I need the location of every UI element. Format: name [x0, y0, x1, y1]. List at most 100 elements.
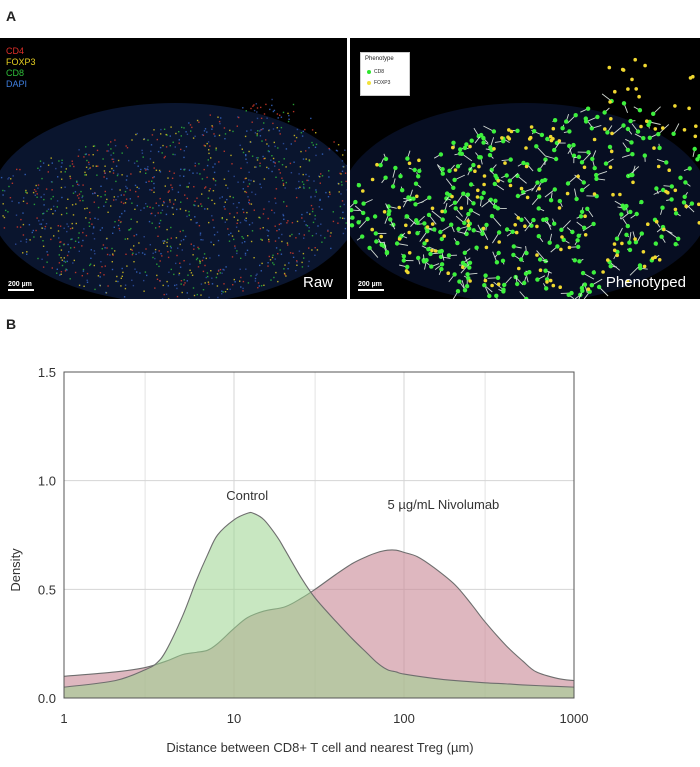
- cd8-cell-marker: [481, 140, 486, 145]
- raw-cell-speck: [11, 200, 13, 202]
- raw-cell-speck: [218, 134, 221, 137]
- raw-cell-speck: [93, 250, 96, 252]
- raw-cell-speck: [42, 213, 44, 215]
- raw-cell-speck: [178, 131, 180, 133]
- raw-cell-speck: [25, 191, 27, 193]
- raw-cell-speck: [211, 277, 213, 279]
- raw-cell-speck: [259, 130, 261, 132]
- cd8-cell-marker: [664, 160, 669, 165]
- cd8-cell-marker: [440, 167, 445, 172]
- raw-cell-speck: [229, 195, 231, 198]
- raw-cell-speck: [200, 203, 202, 205]
- raw-cell-speck: [227, 170, 230, 172]
- raw-cell-speck: [140, 168, 142, 171]
- raw-cell-speck: [157, 150, 160, 153]
- raw-cell-speck: [129, 229, 131, 231]
- raw-cell-speck: [50, 181, 53, 183]
- raw-cell-speck: [60, 257, 62, 259]
- raw-cell-speck: [163, 242, 165, 244]
- raw-cell-speck: [303, 183, 305, 186]
- raw-cell-speck: [287, 244, 289, 246]
- cd8-cell-marker: [654, 186, 659, 191]
- raw-cell-speck: [342, 154, 344, 156]
- raw-cell-speck: [207, 141, 210, 143]
- raw-cell-speck: [126, 147, 129, 149]
- raw-cell-speck: [321, 241, 323, 243]
- raw-cell-speck: [111, 158, 113, 160]
- raw-cell-speck: [31, 231, 33, 234]
- raw-cell-speck: [212, 166, 214, 168]
- foxp3-cell-marker: [653, 127, 658, 131]
- foxp3-cell-marker: [433, 249, 438, 253]
- raw-cell-speck: [301, 135, 304, 137]
- cd8-cell-marker: [657, 145, 662, 151]
- raw-cell-speck: [270, 159, 272, 161]
- raw-cell-speck: [302, 158, 305, 160]
- raw-cell-speck: [256, 117, 259, 120]
- foxp3-cell-marker: [583, 214, 587, 218]
- cd8-cell-marker: [614, 236, 620, 241]
- raw-cell-speck: [251, 155, 254, 157]
- foxp3-cell-marker: [651, 256, 655, 261]
- raw-cell-speck: [92, 192, 94, 195]
- cd8-cell-marker: [624, 232, 629, 237]
- cd8-cell-marker: [583, 119, 589, 124]
- raw-cell-speck: [257, 282, 260, 284]
- cd8-cell-marker: [642, 153, 647, 158]
- raw-cell-speck: [253, 104, 255, 106]
- raw-cell-speck: [24, 173, 26, 176]
- x-tick-label: 100: [393, 711, 415, 726]
- raw-cell-speck: [35, 184, 37, 187]
- raw-cell-speck: [263, 284, 265, 286]
- raw-cell-speck: [283, 218, 285, 220]
- raw-cell-speck: [296, 220, 299, 223]
- raw-cell-speck: [254, 277, 257, 280]
- raw-cell-speck: [56, 200, 59, 202]
- raw-cell-speck: [200, 283, 203, 285]
- raw-cell-speck: [50, 198, 52, 200]
- raw-cell-speck: [61, 178, 63, 180]
- raw-cell-speck: [42, 266, 45, 268]
- raw-cell-speck: [241, 148, 243, 150]
- raw-cell-speck: [157, 212, 159, 214]
- raw-cell-speck: [110, 154, 112, 156]
- raw-cell-speck: [104, 165, 106, 167]
- raw-cell-speck: [180, 148, 182, 151]
- raw-cell-speck: [259, 162, 261, 164]
- foxp3-cell-marker: [620, 241, 624, 246]
- foxp3-cell-marker: [545, 280, 549, 284]
- foxp3-cell-marker: [497, 240, 501, 244]
- raw-cell-speck: [96, 174, 98, 176]
- raw-cell-speck: [119, 189, 121, 191]
- raw-cell-speck: [60, 241, 62, 243]
- raw-cell-speck: [138, 242, 140, 244]
- raw-cell-speck: [272, 128, 275, 130]
- cd8-cell-marker: [425, 229, 430, 234]
- raw-cell-speck: [218, 254, 220, 257]
- cd8-cell-marker: [589, 283, 594, 288]
- raw-cell-speck: [248, 171, 250, 173]
- raw-cell-speck: [185, 209, 187, 212]
- raw-cell-speck: [104, 265, 106, 267]
- cd8-cell-marker: [405, 156, 410, 161]
- raw-cell-speck: [296, 264, 298, 266]
- raw-cell-speck: [163, 202, 165, 204]
- raw-cell-speck: [201, 193, 203, 195]
- foxp3-cell-marker: [528, 135, 533, 140]
- raw-cell-speck: [185, 146, 188, 148]
- raw-cell-speck: [89, 264, 91, 267]
- raw-cell-speck: [92, 154, 94, 156]
- raw-cell-speck: [211, 199, 213, 201]
- raw-cell-speck: [282, 213, 284, 216]
- raw-cell-speck: [149, 189, 151, 191]
- cd8-cell-marker: [429, 264, 434, 269]
- raw-cell-speck: [8, 177, 10, 179]
- raw-cell-speck: [270, 279, 272, 281]
- cd8-cell-marker: [442, 209, 448, 214]
- raw-cell-speck: [193, 248, 195, 250]
- cd8-cell-marker: [580, 270, 586, 276]
- raw-cell-speck: [311, 210, 314, 213]
- raw-cell-speck: [254, 132, 257, 134]
- cd8-cell-marker: [522, 280, 527, 286]
- raw-cell-speck: [153, 182, 155, 185]
